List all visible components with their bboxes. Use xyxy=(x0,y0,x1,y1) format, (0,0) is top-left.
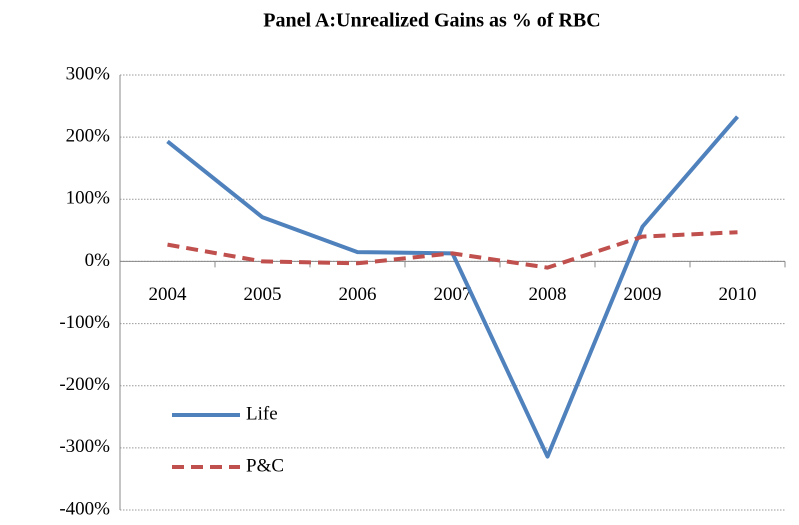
legend-label: P&C xyxy=(246,455,284,476)
y-tick-label: -200% xyxy=(59,374,110,395)
y-tick-label: 200% xyxy=(66,126,111,147)
x-tick-label: 2010 xyxy=(719,284,757,305)
x-tick-label: 2006 xyxy=(339,284,377,305)
x-tick-label: 2005 xyxy=(244,284,282,305)
y-tick-label: -400% xyxy=(59,498,110,519)
legend-label: Life xyxy=(246,403,278,424)
x-tick-label: 2009 xyxy=(624,284,662,305)
y-tick-label: 300% xyxy=(66,63,111,84)
chart-title: Panel A:Unrealized Gains as % of RBC xyxy=(263,10,600,32)
x-tick-label: 2008 xyxy=(529,284,567,305)
x-tick-label: 2004 xyxy=(149,284,188,305)
x-tick-label: 2007 xyxy=(434,284,472,305)
y-tick-label: -300% xyxy=(59,436,110,457)
y-tick-label: 0% xyxy=(85,250,111,271)
data-line xyxy=(167,230,738,270)
y-tick-label: 100% xyxy=(66,188,111,209)
y-tick-label: -100% xyxy=(59,312,110,333)
